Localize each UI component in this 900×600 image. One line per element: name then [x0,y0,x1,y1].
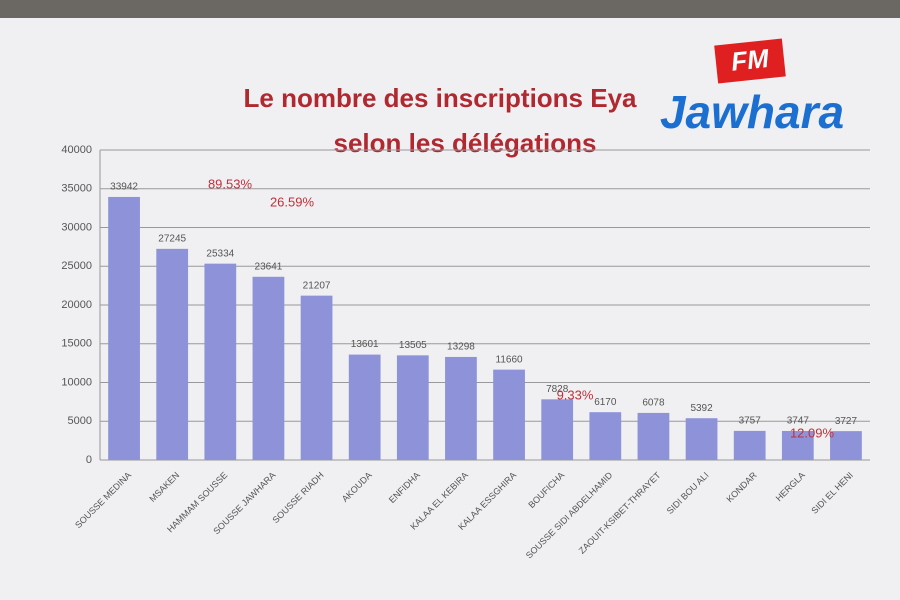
chart-title: Le nombre des inscriptions Eya [244,83,638,113]
y-tick-label: 10000 [61,376,92,388]
value-label: 3757 [739,416,762,427]
bar [541,399,574,460]
value-label: 11660 [496,354,524,365]
value-label: 13601 [351,339,379,350]
annotation: 89.53% [208,176,253,191]
bar [108,196,140,460]
value-label: 13505 [399,340,427,351]
annotation: 12.09% [790,425,835,440]
bar [252,276,285,460]
value-label: 6078 [642,398,665,409]
bar [348,354,381,460]
y-tick-label: 15000 [61,338,92,350]
bar [830,431,862,460]
bar [589,412,622,460]
bar [156,248,189,460]
logo-name: Jawhara [660,86,844,138]
value-label: 13298 [447,342,475,353]
bar [396,355,429,460]
value-label: 5392 [690,403,713,414]
y-tick-label: 20000 [61,299,92,311]
value-label: 7828 [546,384,569,395]
annotation: 9.33% [557,387,594,402]
y-tick-label: 30000 [61,221,92,233]
bar [204,263,237,460]
bar [493,369,525,460]
bar [445,356,477,460]
value-label: 3727 [835,416,858,427]
y-tick-label: 40000 [61,144,92,156]
bar [637,412,670,460]
y-tick-label: 35000 [61,183,92,195]
value-label: 6170 [594,397,617,408]
bar [300,295,333,460]
logo-badge [714,38,786,84]
value-label: 33942 [110,182,138,193]
value-label: 3747 [787,416,810,427]
chart-subtitle: selon les délégations [334,128,597,158]
value-label: 25334 [206,248,234,259]
value-label: 23641 [255,261,283,272]
annotation: 26.59% [270,194,315,209]
logo: FM Jawhara [660,38,844,138]
value-label: 21207 [303,280,331,291]
bar [781,430,814,460]
bar [733,430,766,460]
screen [0,18,900,600]
bar [685,418,718,460]
y-tick-label: 0 [86,454,92,466]
y-tick-label: 5000 [68,415,92,427]
logo-badge-text: FM [730,43,772,77]
value-label: 27245 [158,233,186,244]
y-tick-label: 25000 [61,260,92,272]
